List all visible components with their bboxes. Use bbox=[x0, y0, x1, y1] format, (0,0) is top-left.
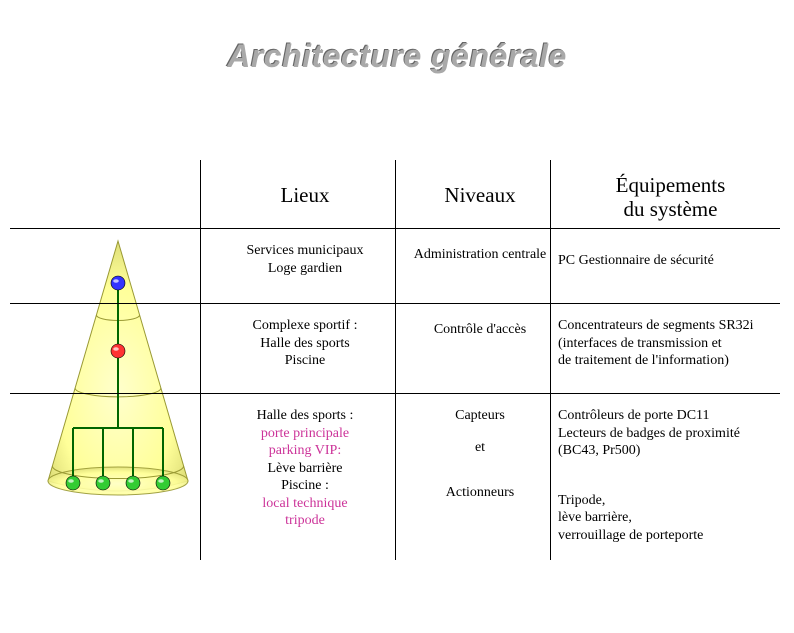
cell-equipements: Contrôleurs de porte DC11Lecteurs de bad… bbox=[558, 407, 783, 544]
cell-niveaux: Administration centrale bbox=[405, 246, 555, 264]
pyramid-diagram bbox=[38, 233, 198, 503]
header-equipements: Équipementsdu système bbox=[558, 173, 783, 221]
cell-lieux: Complexe sportif :Halle des sportsPiscin… bbox=[215, 317, 395, 370]
header-niveaux: Niveaux bbox=[405, 183, 555, 207]
page-title: Architecture générale bbox=[0, 38, 794, 75]
cell-niveaux: Contrôle d'accès bbox=[405, 321, 555, 339]
col-divider-2 bbox=[395, 160, 396, 560]
cell-equipements: PC Gestionnaire de sécurité bbox=[558, 252, 783, 270]
row-divider bbox=[10, 228, 780, 229]
diagram-container: Lieux Niveaux Équipementsdu système Serv… bbox=[0, 138, 794, 618]
cell-equipements: Concentrateurs de segments SR32i(interfa… bbox=[558, 317, 783, 370]
cell-lieux: Services municipauxLoge gardien bbox=[215, 242, 395, 277]
cell-niveaux: CapteursetActionneurs bbox=[405, 407, 555, 502]
row-divider bbox=[10, 303, 780, 304]
header-lieux: Lieux bbox=[215, 183, 395, 207]
cell-lieux: Halle des sports :porte principaleparkin… bbox=[215, 407, 395, 530]
row-divider bbox=[10, 393, 780, 394]
col-divider-1 bbox=[200, 160, 201, 560]
